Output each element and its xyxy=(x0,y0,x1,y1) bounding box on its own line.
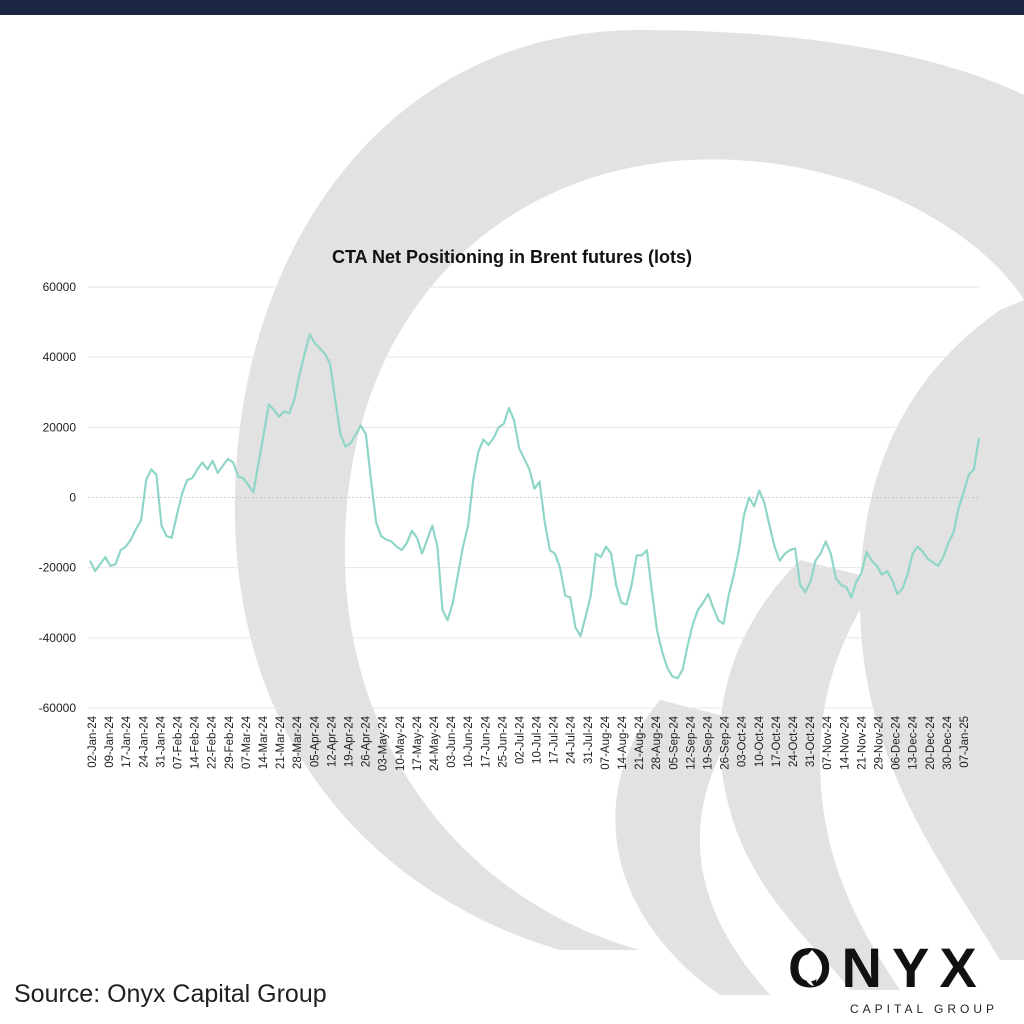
x-tick-label: 03-Oct-24 xyxy=(737,715,749,767)
x-tick-label: 09-Jan-24 xyxy=(104,715,116,767)
x-tick-label: 03-Jun-24 xyxy=(446,715,458,767)
series-layer xyxy=(89,333,981,680)
logo-subtitle: CAPITAL GROUP xyxy=(850,1002,999,1016)
y-tick-label: 40000 xyxy=(43,350,77,364)
x-tick-label: 14-Nov-24 xyxy=(839,715,851,769)
x-tick-label: 21-Aug-24 xyxy=(634,715,646,769)
y-tick-label: -60000 xyxy=(39,701,77,715)
top-header-bar xyxy=(0,0,1024,15)
x-tick-label: 17-Jun-24 xyxy=(480,715,492,767)
background-flame-small xyxy=(615,700,770,995)
x-tick-label: 17-Jul-24 xyxy=(549,715,561,764)
x-tick-label: 19-Sep-24 xyxy=(703,715,715,769)
x-tick-label: 31-Jan-24 xyxy=(155,715,167,767)
x-tick-label: 07-Mar-24 xyxy=(241,715,253,769)
x-tick-label: 20-Dec-24 xyxy=(925,715,937,769)
y-tick-label: -40000 xyxy=(39,631,77,645)
background-flame-mid xyxy=(720,560,900,990)
x-tick-label: 29-Feb-24 xyxy=(224,715,236,769)
y-tick-label: 0 xyxy=(69,491,76,505)
x-tick-label: 17-Jan-24 xyxy=(121,715,133,767)
x-tick-label: 24-Oct-24 xyxy=(788,715,800,767)
source-caption: Source: Onyx Capital Group xyxy=(14,980,327,1008)
x-tick-label: 10-Jul-24 xyxy=(532,715,544,764)
x-tick-label: 10-Jun-24 xyxy=(463,715,475,767)
x-tick-label: 21-Nov-24 xyxy=(856,715,868,769)
x-tick-label: 07-Jan-25 xyxy=(959,716,971,768)
x-tick-label: 24-Jan-24 xyxy=(138,715,150,767)
x-tick-label: 14-Feb-24 xyxy=(190,715,202,769)
x-tick-label: 05-Sep-24 xyxy=(668,715,680,769)
series-line xyxy=(89,333,981,680)
x-tick-label: 24-May-24 xyxy=(429,715,441,771)
x-tick-label: 31-Oct-24 xyxy=(805,715,817,767)
x-tick-label: 31-Jul-24 xyxy=(583,715,595,764)
x-tick-label: 07-Feb-24 xyxy=(172,715,184,769)
x-tick-label: 14-Mar-24 xyxy=(258,715,270,769)
company-logo: ONYX CAPITAL GROUP xyxy=(788,936,1008,1020)
x-tick-label: 06-Dec-24 xyxy=(891,715,903,769)
x-tick-label: 17-Oct-24 xyxy=(771,715,783,767)
y-tick-label: 20000 xyxy=(43,420,77,434)
x-tick-label: 10-May-24 xyxy=(395,715,407,771)
y-tick-label: -20000 xyxy=(39,561,77,575)
x-tick-label: 05-Apr-24 xyxy=(309,715,321,767)
x-tick-label: 28-Mar-24 xyxy=(292,715,304,769)
x-axis-ticks: 02-Jan-24 09-Jan-24 17-Jan-24 24-Jan-24 31-J… xyxy=(87,715,971,771)
x-tick-label: 28-Aug-24 xyxy=(651,715,663,769)
x-tick-label: 30-Dec-24 xyxy=(942,715,954,769)
x-tick-label: 07-Nov-24 xyxy=(822,715,834,769)
x-tick-label: 02-Jul-24 xyxy=(514,715,526,764)
x-tick-label: 26-Sep-24 xyxy=(720,715,732,769)
x-tick-label: 13-Dec-24 xyxy=(908,715,920,769)
x-tick-label: 21-Mar-24 xyxy=(275,715,287,769)
background-flame-large xyxy=(860,300,1024,960)
x-tick-label: 29-Nov-24 xyxy=(874,715,886,769)
y-axis-ticks: 60000 40000 20000 0 -20000 -40000 -60000 xyxy=(39,280,77,715)
x-tick-label: 10-Oct-24 xyxy=(754,715,766,767)
x-tick-label: 17-May-24 xyxy=(412,715,424,771)
x-tick-label: 12-Apr-24 xyxy=(326,715,338,767)
x-tick-label: 03-May-24 xyxy=(378,715,390,771)
x-tick-label: 24-Jul-24 xyxy=(566,715,578,764)
x-tick-label: 14-Aug-24 xyxy=(617,715,629,769)
y-tick-label: 60000 xyxy=(43,280,77,294)
x-tick-label: 26-Apr-24 xyxy=(361,715,373,767)
background-swirl-shape xyxy=(234,30,1024,950)
x-tick-label: 19-Apr-24 xyxy=(343,715,355,767)
grid-lines xyxy=(88,286,980,709)
x-tick-label: 12-Sep-24 xyxy=(685,715,697,769)
chart-title: CTA Net Positioning in Brent futures (lo… xyxy=(332,247,692,267)
x-tick-label: 02-Jan-24 xyxy=(87,715,99,767)
flame-icon xyxy=(802,950,823,986)
x-tick-label: 22-Feb-24 xyxy=(207,715,219,769)
x-tick-label: 07-Aug-24 xyxy=(600,715,612,769)
x-tick-label: 25-Jun-24 xyxy=(497,715,509,767)
